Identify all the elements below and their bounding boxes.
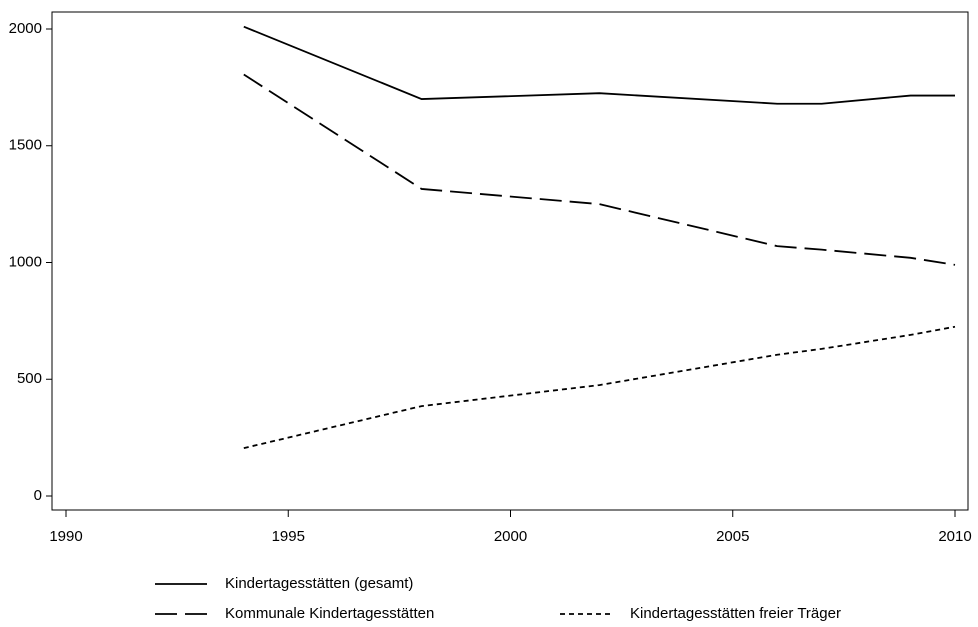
legend-label: Kindertagesstätten freier Träger (630, 605, 841, 622)
x-tick-label: 2005 (716, 528, 749, 545)
line-series (243, 25, 955, 105)
legend-label: Kommunale Kindertagesstätten (225, 605, 434, 622)
x-tick-label: 2000 (494, 528, 527, 545)
y-tick-label: 1500 (9, 137, 42, 154)
y-tick-label: 1000 (9, 253, 42, 270)
y-tick-label: 2000 (9, 20, 42, 37)
x-tick-label: 2010 (938, 528, 971, 545)
y-tick-label: 500 (17, 370, 42, 387)
y-tick-label: 0 (34, 487, 42, 504)
plot-frame (51, 11, 969, 511)
legend-label: Kindertagesstätten (gesamt) (225, 575, 413, 592)
line-series (243, 73, 956, 266)
x-tick-label: 1995 (272, 528, 305, 545)
x-tick-label: 1990 (49, 528, 82, 545)
line-series (243, 325, 956, 450)
